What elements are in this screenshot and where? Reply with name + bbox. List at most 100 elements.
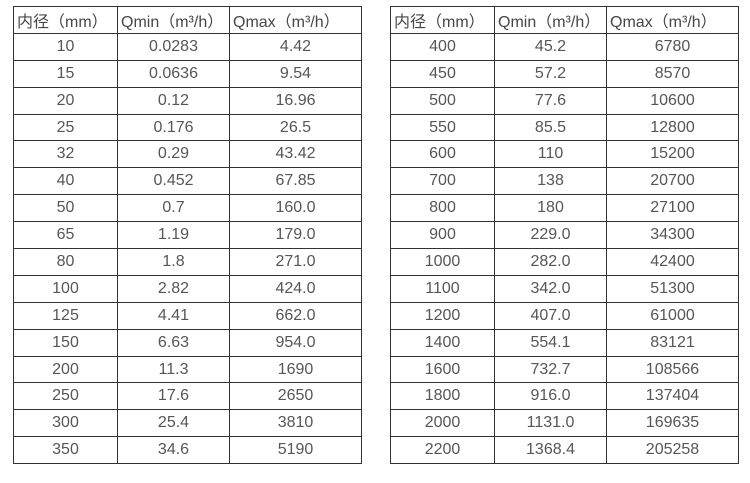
table-cell: 11.3 bbox=[117, 355, 230, 384]
table-cell: 110 bbox=[494, 140, 607, 169]
table-cell: 732.7 bbox=[494, 355, 607, 384]
table-cell: 4.42 bbox=[229, 32, 362, 61]
table-cell: 0.7 bbox=[117, 194, 230, 223]
table-row: 100 2.82 424.0 bbox=[13, 274, 362, 303]
table-cell: 0.0636 bbox=[117, 59, 230, 88]
table-cell: 0.29 bbox=[117, 140, 230, 169]
table-cell: 271.0 bbox=[229, 248, 362, 276]
table-cell: 25.4 bbox=[117, 409, 230, 438]
table-row: 1200 407.0 61000 bbox=[390, 301, 739, 330]
table-cell: 550 bbox=[390, 113, 495, 142]
table-cell: 77.6 bbox=[494, 86, 607, 115]
table-row: 2200 1368.4 205258 bbox=[390, 436, 739, 465]
table-header: 内径（mm） Qmin（m³/h） Qmax（m³/h） bbox=[390, 6, 739, 34]
table-cell: 2.82 bbox=[117, 274, 230, 303]
table-cell: 2000 bbox=[390, 409, 495, 438]
table-cell: 1.8 bbox=[117, 248, 230, 276]
table-cell: 6.63 bbox=[117, 328, 230, 357]
table-cell: 85.5 bbox=[494, 113, 607, 142]
table-cell: 6780 bbox=[606, 32, 739, 61]
table-row: 300 25.4 3810 bbox=[13, 409, 362, 438]
table-cell: 108566 bbox=[606, 355, 739, 384]
table-cell: 32 bbox=[13, 140, 118, 169]
table-row: 40 0.452 67.85 bbox=[13, 167, 362, 196]
table-cell: 150 bbox=[13, 328, 118, 357]
header-cell: Qmax（m³/h） bbox=[606, 6, 739, 34]
table-cell: 1131.0 bbox=[494, 409, 607, 438]
table-cell: 1.19 bbox=[117, 221, 230, 250]
table-cell: 800 bbox=[390, 194, 495, 223]
table-cell: 0.176 bbox=[117, 113, 230, 142]
header-cell: Qmax（m³/h） bbox=[229, 6, 362, 34]
table-cell: 554.1 bbox=[494, 328, 607, 357]
table-row: 15 0.0636 9.54 bbox=[13, 59, 362, 88]
table-cell: 50 bbox=[13, 194, 118, 223]
table-row: 10 0.0283 4.42 bbox=[13, 32, 362, 61]
flow-spec-table-large-diameters: 内径（mm） Qmin（m³/h） Qmax（m³/h） 400 45.2 6780 45… bbox=[390, 6, 739, 465]
table-cell: 200 bbox=[13, 355, 118, 384]
table-cell: 2200 bbox=[390, 436, 495, 465]
table-cell: 500 bbox=[390, 86, 495, 115]
table-cell: 407.0 bbox=[494, 301, 607, 330]
table-cell: 100 bbox=[13, 274, 118, 303]
table-cell: 34.6 bbox=[117, 436, 230, 465]
table-cell: 57.2 bbox=[494, 59, 607, 88]
table-row: 700 138 20700 bbox=[390, 167, 739, 196]
table-cell: 10600 bbox=[606, 86, 739, 115]
table-cell: 138 bbox=[494, 167, 607, 196]
table-cell: 125 bbox=[13, 301, 118, 330]
table-cell: 1100 bbox=[390, 274, 495, 303]
table-cell: 180 bbox=[494, 194, 607, 223]
table-cell: 1600 bbox=[390, 355, 495, 384]
table-cell: 27100 bbox=[606, 194, 739, 223]
table-cell: 600 bbox=[390, 140, 495, 169]
table-row: 150 6.63 954.0 bbox=[13, 328, 362, 357]
table-cell: 424.0 bbox=[229, 274, 362, 303]
table-row: 500 77.6 10600 bbox=[390, 86, 739, 115]
table-cell: 205258 bbox=[606, 436, 739, 465]
table-cell: 1368.4 bbox=[494, 436, 607, 465]
table-cell: 1400 bbox=[390, 328, 495, 357]
table-cell: 282.0 bbox=[494, 248, 607, 276]
table-cell: 5190 bbox=[229, 436, 362, 465]
table-row: 1400 554.1 83121 bbox=[390, 328, 739, 357]
table-row: 20 0.12 16.96 bbox=[13, 86, 362, 115]
table-row: 400 45.2 6780 bbox=[390, 32, 739, 61]
table-row: 350 34.6 5190 bbox=[13, 436, 362, 465]
table-header: 内径（mm） Qmin（m³/h） Qmax（m³/h） bbox=[13, 6, 362, 34]
table-cell: 45.2 bbox=[494, 32, 607, 61]
table-cell: 1200 bbox=[390, 301, 495, 330]
table-cell: 2650 bbox=[229, 382, 362, 411]
table-cell: 40 bbox=[13, 167, 118, 196]
table-row: 25 0.176 26.5 bbox=[13, 113, 362, 142]
table-cell: 3810 bbox=[229, 409, 362, 438]
table-cell: 15 bbox=[13, 59, 118, 88]
table-cell: 450 bbox=[390, 59, 495, 88]
header-cell: 内径（mm） bbox=[13, 6, 118, 34]
table-cell: 10 bbox=[13, 32, 118, 61]
table-row: 125 4.41 662.0 bbox=[13, 301, 362, 330]
table-row: 80 1.8 271.0 bbox=[13, 248, 362, 276]
table-body: 10 0.0283 4.42 15 0.0636 9.54 20 0.12 16.96 25 0.1… bbox=[13, 32, 362, 465]
table-row: 50 0.7 160.0 bbox=[13, 194, 362, 223]
table-cell: 51300 bbox=[606, 274, 739, 303]
table-cell: 0.0283 bbox=[117, 32, 230, 61]
table-cell: 4.41 bbox=[117, 301, 230, 330]
table-cell: 662.0 bbox=[229, 301, 362, 330]
table-cell: 61000 bbox=[606, 301, 739, 330]
table-row: 1800 916.0 137404 bbox=[390, 382, 739, 411]
table-cell: 300 bbox=[13, 409, 118, 438]
header-cell: Qmin（m³/h） bbox=[494, 6, 607, 34]
table-cell: 26.5 bbox=[229, 113, 362, 142]
table-cell: 17.6 bbox=[117, 382, 230, 411]
table-cell: 179.0 bbox=[229, 221, 362, 250]
table-cell: 400 bbox=[390, 32, 495, 61]
table-cell: 342.0 bbox=[494, 274, 607, 303]
table-cell: 83121 bbox=[606, 328, 739, 357]
table-cell: 250 bbox=[13, 382, 118, 411]
table-cell: 350 bbox=[13, 436, 118, 465]
table-row: 65 1.19 179.0 bbox=[13, 221, 362, 250]
table-cell: 20 bbox=[13, 86, 118, 115]
table-cell: 25 bbox=[13, 113, 118, 142]
